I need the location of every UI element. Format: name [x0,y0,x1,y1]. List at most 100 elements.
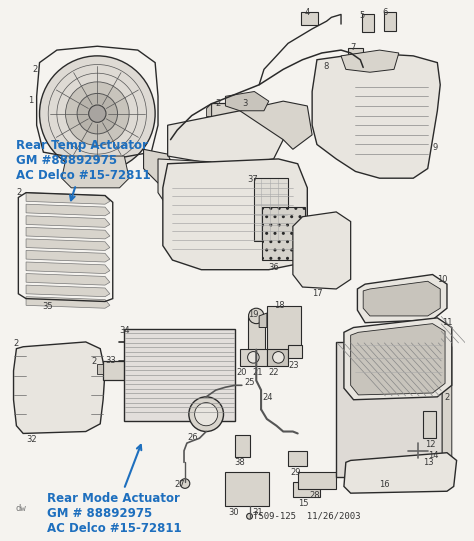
Text: 19: 19 [247,310,258,319]
Circle shape [39,56,155,171]
Bar [301,11,318,25]
Circle shape [333,63,339,68]
Polygon shape [144,149,174,183]
Text: 21: 21 [253,368,263,377]
Polygon shape [312,53,440,178]
Text: 31: 31 [253,507,263,517]
Polygon shape [26,216,110,227]
Polygon shape [226,91,269,111]
Bar [211,103,240,124]
Text: 26: 26 [187,433,198,443]
Polygon shape [26,250,110,262]
Bar [348,48,363,60]
Text: TS09-125  11/26/2003: TS09-125 11/26/2003 [253,512,361,521]
Text: 24: 24 [262,393,273,402]
Text: 2: 2 [17,188,22,197]
Bar [267,349,288,366]
Text: 27: 27 [174,480,185,489]
Polygon shape [26,262,110,274]
Polygon shape [259,313,267,327]
Text: 23: 23 [288,361,299,370]
Text: 22: 22 [269,368,279,377]
Bar [267,306,301,349]
Text: 30: 30 [228,507,239,517]
Circle shape [329,59,343,72]
Text: Rear Temp Actuator
GM #88892975
AC Delco #15-72811: Rear Temp Actuator GM #88892975 AC Delco… [17,138,151,200]
Text: 14: 14 [428,451,438,460]
Polygon shape [341,50,399,72]
Text: 2: 2 [216,99,221,108]
Polygon shape [293,212,351,289]
Polygon shape [14,342,105,433]
Text: Rear Mode Actuator
GM # 88892975
AC Delco #15-72811: Rear Mode Actuator GM # 88892975 AC Delc… [47,445,182,535]
Text: 18: 18 [273,301,284,311]
Polygon shape [26,285,110,296]
Polygon shape [158,159,216,207]
Bar [235,436,250,457]
Bar [247,316,265,349]
Polygon shape [26,274,110,285]
Text: 28: 28 [309,491,320,500]
Bar [423,411,437,438]
Polygon shape [26,193,110,204]
Circle shape [89,105,106,122]
Circle shape [65,82,129,146]
Circle shape [273,352,284,363]
Text: 2: 2 [33,65,38,75]
Polygon shape [130,364,136,374]
Text: 3: 3 [243,99,248,108]
Text: 11: 11 [442,318,453,327]
Text: 7: 7 [351,43,356,52]
Circle shape [77,94,118,134]
Text: 2: 2 [444,393,449,402]
Text: 16: 16 [380,480,390,489]
Polygon shape [26,239,110,250]
Bar [384,11,396,31]
Bar [103,361,130,380]
Polygon shape [62,156,129,188]
Polygon shape [351,324,445,395]
Polygon shape [206,103,211,116]
Bar [255,178,288,241]
Circle shape [189,397,224,432]
Text: 17: 17 [312,289,323,298]
Polygon shape [97,364,103,374]
Circle shape [246,513,253,519]
Polygon shape [363,281,440,316]
Bar [288,451,307,466]
Bar [288,345,301,358]
Text: 6: 6 [383,8,388,17]
Text: dw: dw [16,504,27,513]
Text: 4: 4 [304,8,310,17]
Text: 5: 5 [359,11,365,19]
Text: 2: 2 [91,358,97,366]
Text: 36: 36 [269,263,280,272]
Circle shape [248,308,264,324]
Polygon shape [344,453,456,493]
Polygon shape [26,227,110,239]
Text: 20: 20 [236,368,246,377]
Text: 38: 38 [234,458,245,467]
Polygon shape [163,159,307,270]
Polygon shape [240,103,245,116]
Bar [298,472,336,489]
Circle shape [195,403,218,426]
Bar [362,15,374,32]
Text: 37: 37 [247,175,258,184]
Text: 13: 13 [423,458,434,467]
Bar [262,207,305,260]
Text: 2: 2 [14,339,19,348]
Polygon shape [26,204,110,216]
Text: 35: 35 [43,302,53,312]
Polygon shape [240,101,312,149]
Text: 25: 25 [245,378,255,387]
Circle shape [180,479,190,489]
Text: 1: 1 [28,96,33,105]
Bar [226,472,269,506]
Bar [240,349,267,366]
Circle shape [247,352,259,363]
Polygon shape [344,318,452,400]
Bar [293,481,320,497]
Bar [124,329,235,421]
Bar [336,342,442,477]
